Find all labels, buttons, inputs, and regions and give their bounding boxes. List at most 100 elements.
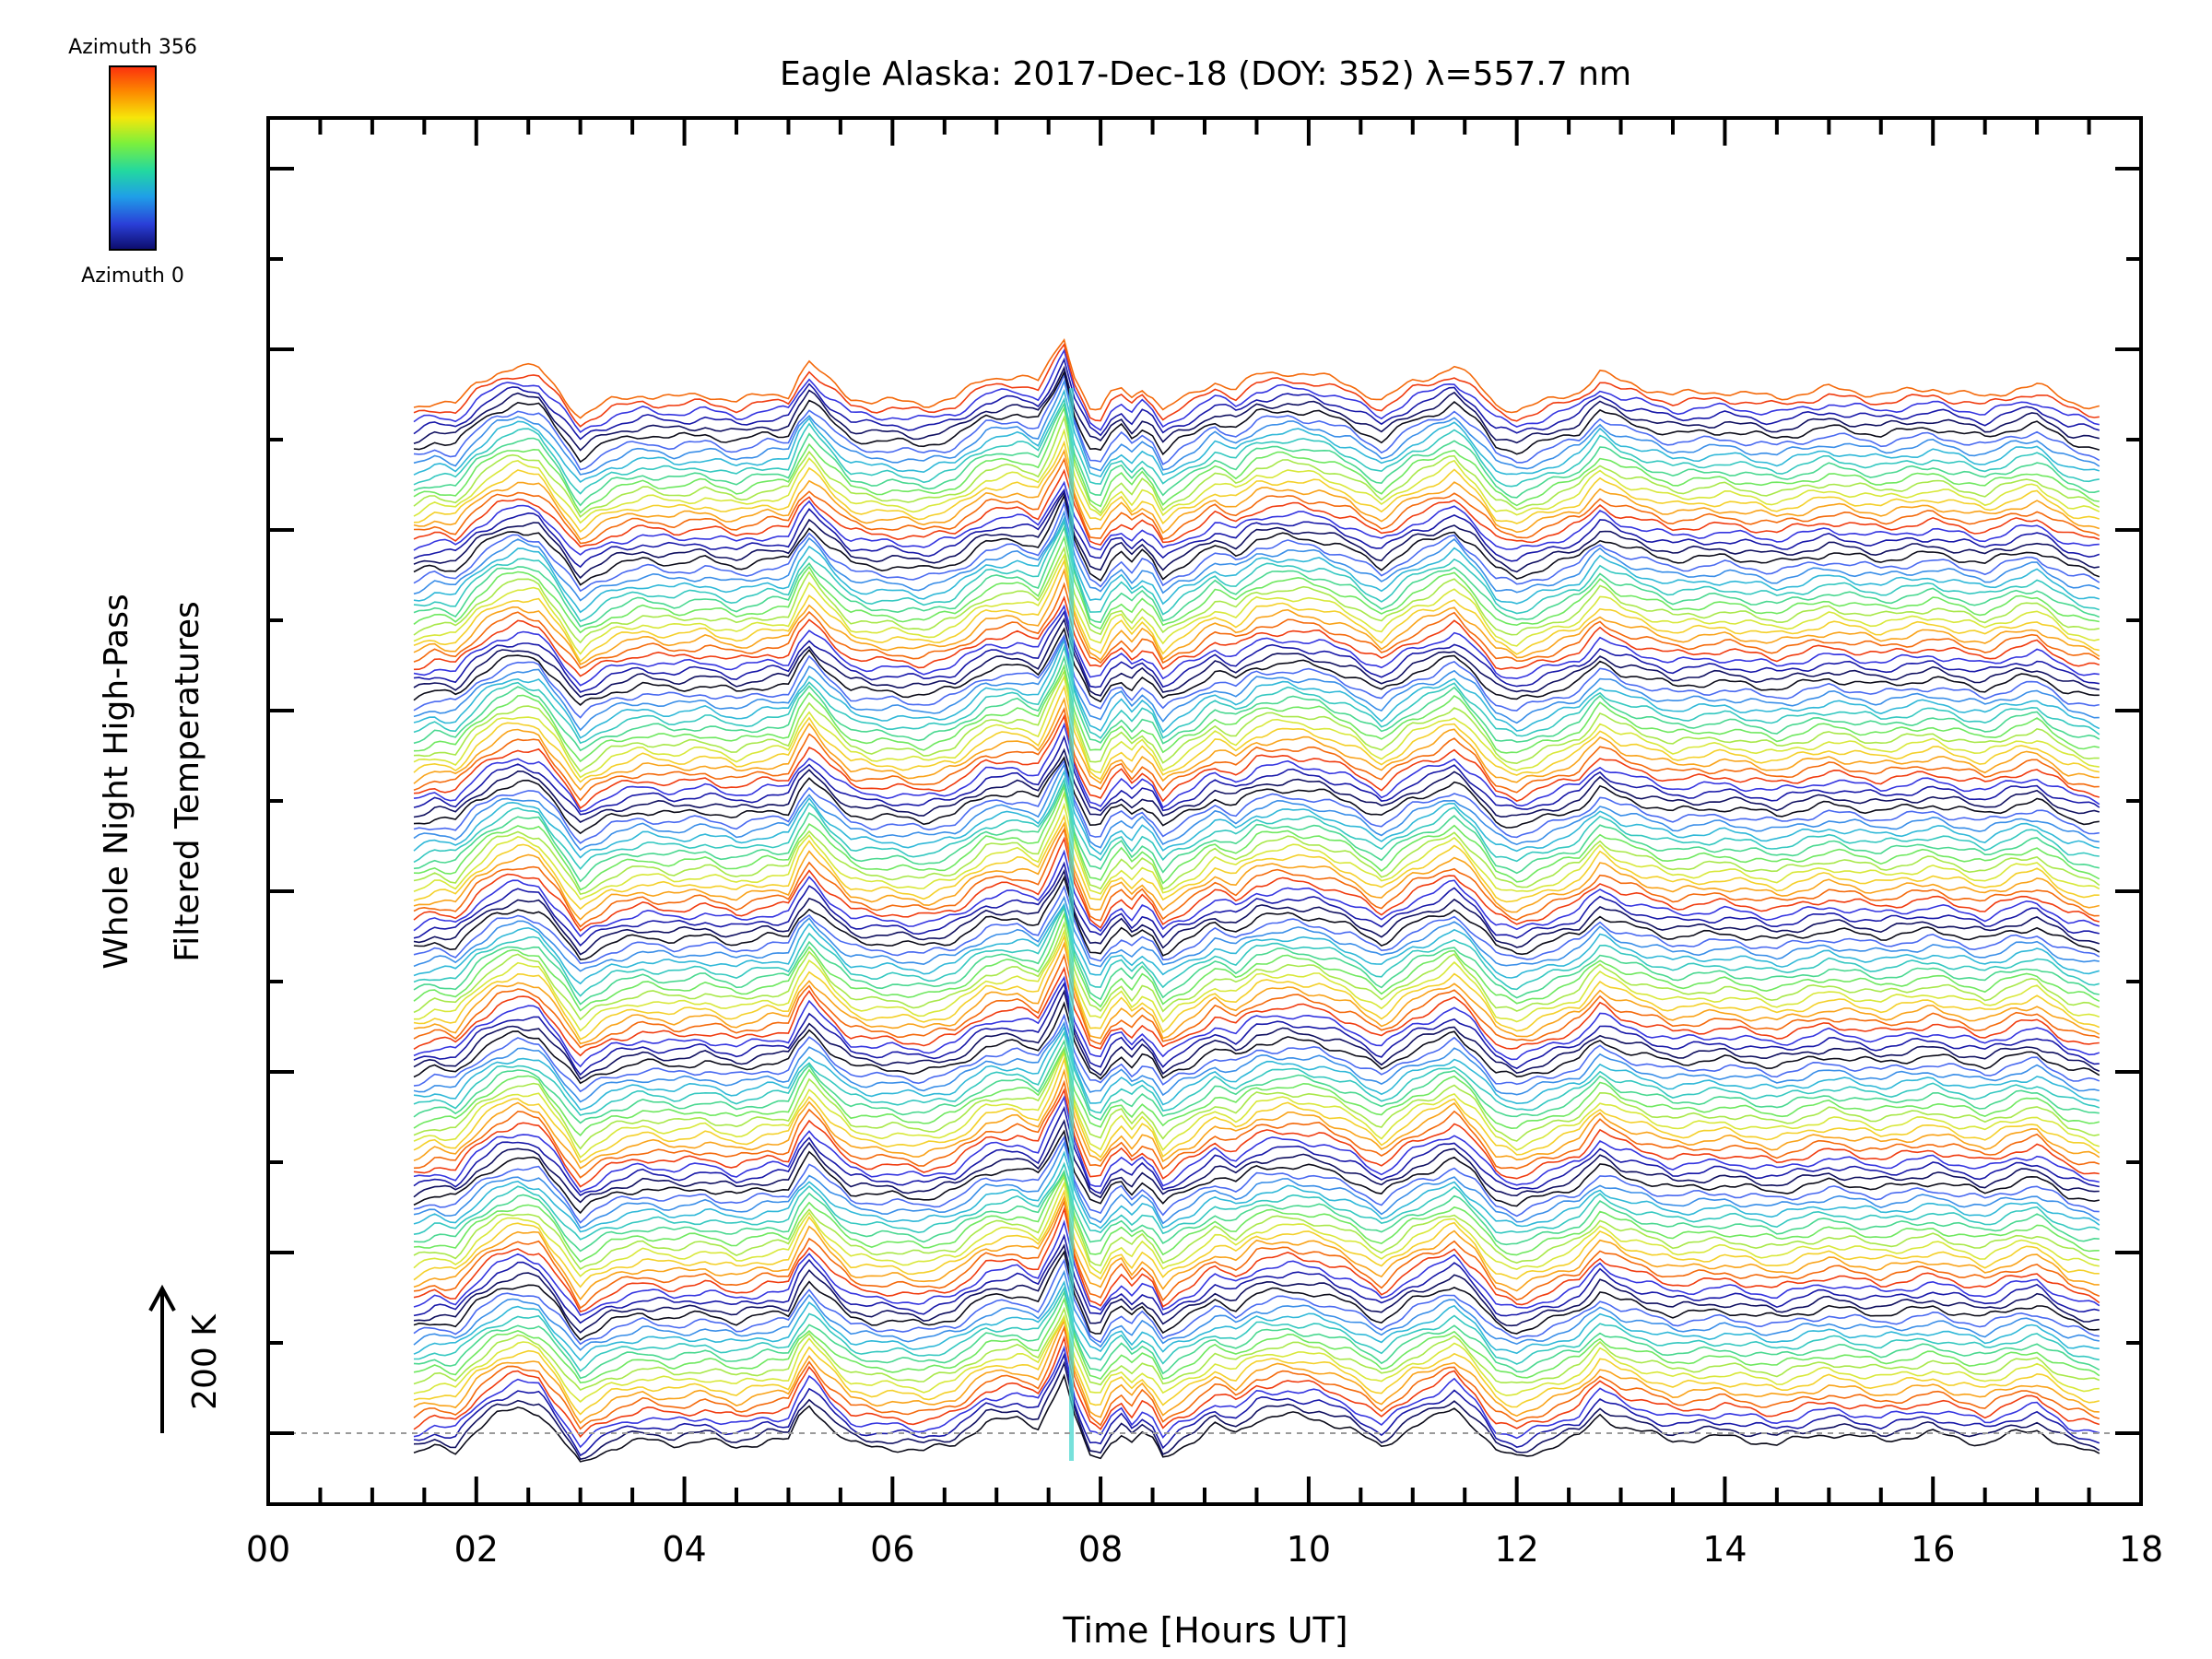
temperature-series-line xyxy=(413,1030,2100,1116)
axis-ticks xyxy=(266,118,2143,1504)
temperature-series-line xyxy=(413,875,2100,961)
temperature-series-line xyxy=(413,697,2100,792)
temperature-series-line xyxy=(413,756,2100,835)
temperature-series-line xyxy=(413,468,2100,548)
temperature-series-line xyxy=(413,1194,2100,1301)
temperature-series-line xyxy=(413,493,2100,586)
temperature-series-line xyxy=(413,638,2100,739)
temperature-series-line xyxy=(413,836,2100,932)
temperature-series-line xyxy=(413,1088,2100,1188)
temperature-series-line xyxy=(413,1360,2100,1461)
temperature-series-line xyxy=(413,1140,2100,1230)
temperature-series-line xyxy=(413,1020,2100,1103)
x-tick-label: 16 xyxy=(1911,1529,1955,1570)
temperature-series-line xyxy=(413,1352,2100,1457)
temperature-series-line xyxy=(413,1280,2100,1361)
temperature-series-line xyxy=(413,568,2100,665)
temperature-series-line xyxy=(413,747,2100,823)
temperature-series-line xyxy=(413,415,2100,518)
temperature-series-line xyxy=(413,975,2100,1068)
x-tick-label: 06 xyxy=(870,1529,914,1570)
temperature-series-line xyxy=(413,905,2100,1006)
temperature-series-line xyxy=(413,1316,2100,1416)
x-tick-label: 08 xyxy=(1078,1529,1123,1570)
temperature-series-line xyxy=(413,515,2100,614)
temperature-series-line xyxy=(413,365,2100,452)
temperature-series-line xyxy=(413,379,2100,476)
temperature-series-line xyxy=(413,1233,2100,1324)
scale-bar-arrowhead xyxy=(148,1284,176,1312)
temperature-series-line xyxy=(413,1045,2100,1137)
temperature-series-line xyxy=(413,953,2100,1049)
temperature-series-line xyxy=(413,674,2100,779)
temperature-series-line xyxy=(413,1258,2100,1346)
temperature-series-line xyxy=(413,902,2100,985)
temperature-series-line xyxy=(413,982,2100,1077)
temperature-series-line xyxy=(413,1289,2100,1380)
temperature-series-line xyxy=(413,480,2100,556)
temperature-series-line xyxy=(413,1250,2100,1341)
temperature-series-line xyxy=(413,1306,2100,1391)
temperature-series-line xyxy=(413,861,2100,947)
temperature-series-line xyxy=(413,1206,2100,1313)
x-tick-label: 18 xyxy=(2119,1529,2163,1570)
temperature-series-line xyxy=(413,707,2100,802)
temperature-series-line xyxy=(413,868,2100,956)
x-tick-label: 00 xyxy=(246,1529,290,1570)
temperature-series-line xyxy=(413,849,2100,937)
temperature-series-line xyxy=(413,1324,2100,1430)
temperature-series-line xyxy=(413,595,2100,677)
temperature-series-line xyxy=(413,370,2100,464)
temperature-series-line xyxy=(413,827,2100,928)
temperature-series-line xyxy=(413,500,2100,593)
temperature-series-line xyxy=(413,372,2100,471)
temperature-series-line xyxy=(413,1269,2100,1351)
temperature-series-line xyxy=(413,1050,2100,1159)
temperature-series-line xyxy=(413,428,2100,524)
temperature-series-line xyxy=(413,1129,2100,1215)
temperature-series-line xyxy=(413,654,2100,752)
temperature-series-line xyxy=(413,759,2100,844)
temperature-series-line xyxy=(413,1319,2100,1424)
temperature-series-line xyxy=(413,1297,2100,1384)
x-tick-label: 10 xyxy=(1287,1529,1331,1570)
temperature-series-line xyxy=(413,664,2100,763)
temperature-series-line xyxy=(413,1174,2100,1270)
temperature-series-line xyxy=(413,1313,2100,1403)
temperature-series-line xyxy=(413,406,2100,514)
temperature-series-line xyxy=(413,921,2100,1021)
temperature-series-line xyxy=(413,1068,2100,1170)
temperature-series-line xyxy=(413,1161,2100,1241)
temperature-series-line xyxy=(413,546,2100,644)
temperature-series-line xyxy=(413,448,2100,541)
temperature-series-line xyxy=(413,814,2100,911)
temperature-series-line xyxy=(413,668,2100,773)
temperature-series-line xyxy=(413,618,2100,699)
temperature-series-line xyxy=(413,904,2100,997)
temperature-series-line xyxy=(413,684,2100,783)
y-axis-label-line-1: Whole Night High-Pass xyxy=(98,594,135,970)
temperature-series-line xyxy=(413,627,2100,706)
temperature-series-line xyxy=(413,357,2100,441)
temperature-series-line xyxy=(413,762,2100,852)
temperature-series-line xyxy=(413,582,2100,670)
temperature-series-line xyxy=(413,644,2100,745)
temperature-series-line xyxy=(413,440,2100,534)
temperature-series-line xyxy=(413,713,2100,809)
temperature-series-line xyxy=(413,1048,2100,1150)
temperature-series-line xyxy=(413,1150,2100,1233)
temperature-series-line xyxy=(413,1013,2100,1093)
series-lines xyxy=(413,337,2100,1463)
temperature-series-line xyxy=(413,989,2100,1080)
temperature-series-line xyxy=(413,1373,2100,1463)
temperature-series-line xyxy=(413,722,2100,813)
azimuth-colorbar: Azimuth 356 Azimuth 0 xyxy=(68,36,197,288)
temperature-series-line xyxy=(413,457,2100,545)
temperature-series-line xyxy=(413,1095,2100,1194)
colorbar-bottom-label: Azimuth 0 xyxy=(81,265,184,288)
temperature-series-line xyxy=(413,769,2100,859)
chart-title: Eagle Alaska: 2017-Dec-18 (DOY: 352) λ=5… xyxy=(780,55,1631,93)
temperature-series-line xyxy=(413,1119,2100,1204)
temperature-series-line xyxy=(413,559,2100,663)
